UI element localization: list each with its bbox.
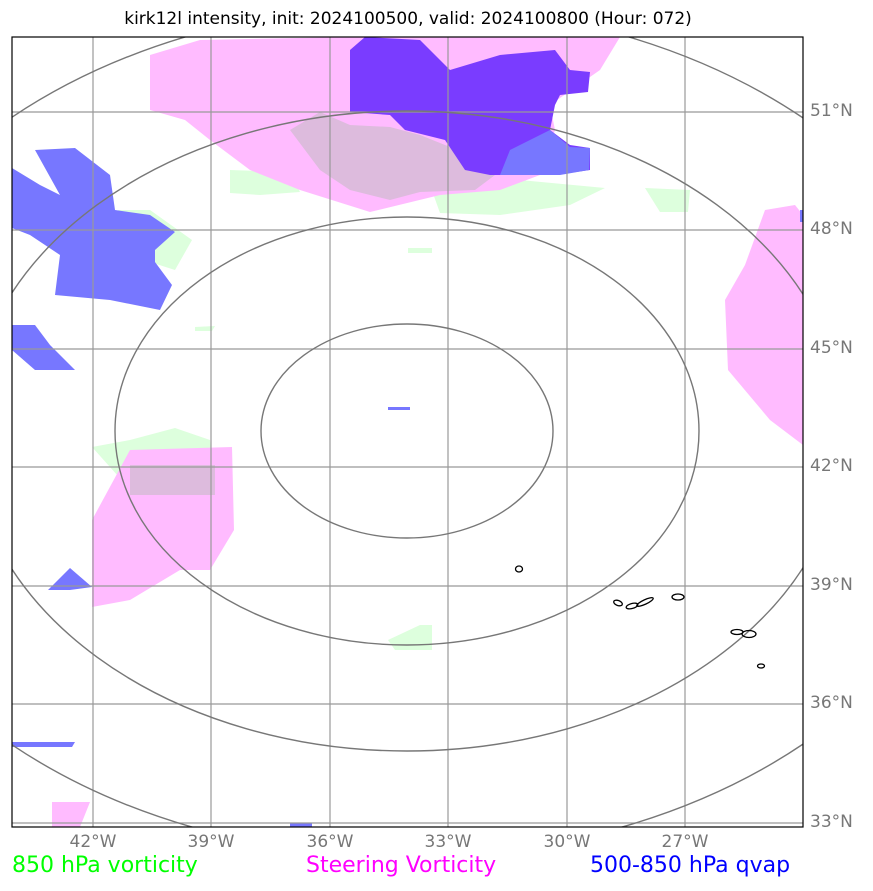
lon-label-30w: 30°W bbox=[543, 832, 591, 852]
map-title: kirk12l intensity, init: 2024100500, val… bbox=[124, 9, 692, 29]
contour-lines bbox=[514, 565, 766, 669]
lat-label-33n: 33°N bbox=[810, 812, 853, 832]
lat-label-51n: 51°N bbox=[810, 101, 853, 121]
lon-label-39w: 39°W bbox=[187, 832, 235, 852]
lat-label-42n: 42°N bbox=[810, 456, 853, 476]
lat-label-36n: 36°N bbox=[810, 693, 853, 713]
legend-steering-vorticity: Steering Vorticity bbox=[306, 853, 497, 878]
lon-label-27w: 27°W bbox=[661, 832, 709, 852]
legend-qvap: 500-850 hPa qvap bbox=[590, 853, 791, 878]
legend-850-vorticity: 850 hPa vorticity bbox=[12, 853, 198, 878]
lon-label-36w: 36°W bbox=[306, 832, 354, 852]
lat-label-39n: 39°N bbox=[810, 575, 853, 595]
map-frame bbox=[11, 36, 804, 828]
graticule bbox=[12, 37, 803, 827]
lat-label-45n: 45°N bbox=[810, 338, 853, 358]
lon-label-33w: 33°W bbox=[424, 832, 472, 852]
lat-label-48n: 48°N bbox=[810, 219, 853, 239]
range-rings bbox=[12, 37, 803, 827]
lon-label-42w: 42°W bbox=[69, 832, 117, 852]
